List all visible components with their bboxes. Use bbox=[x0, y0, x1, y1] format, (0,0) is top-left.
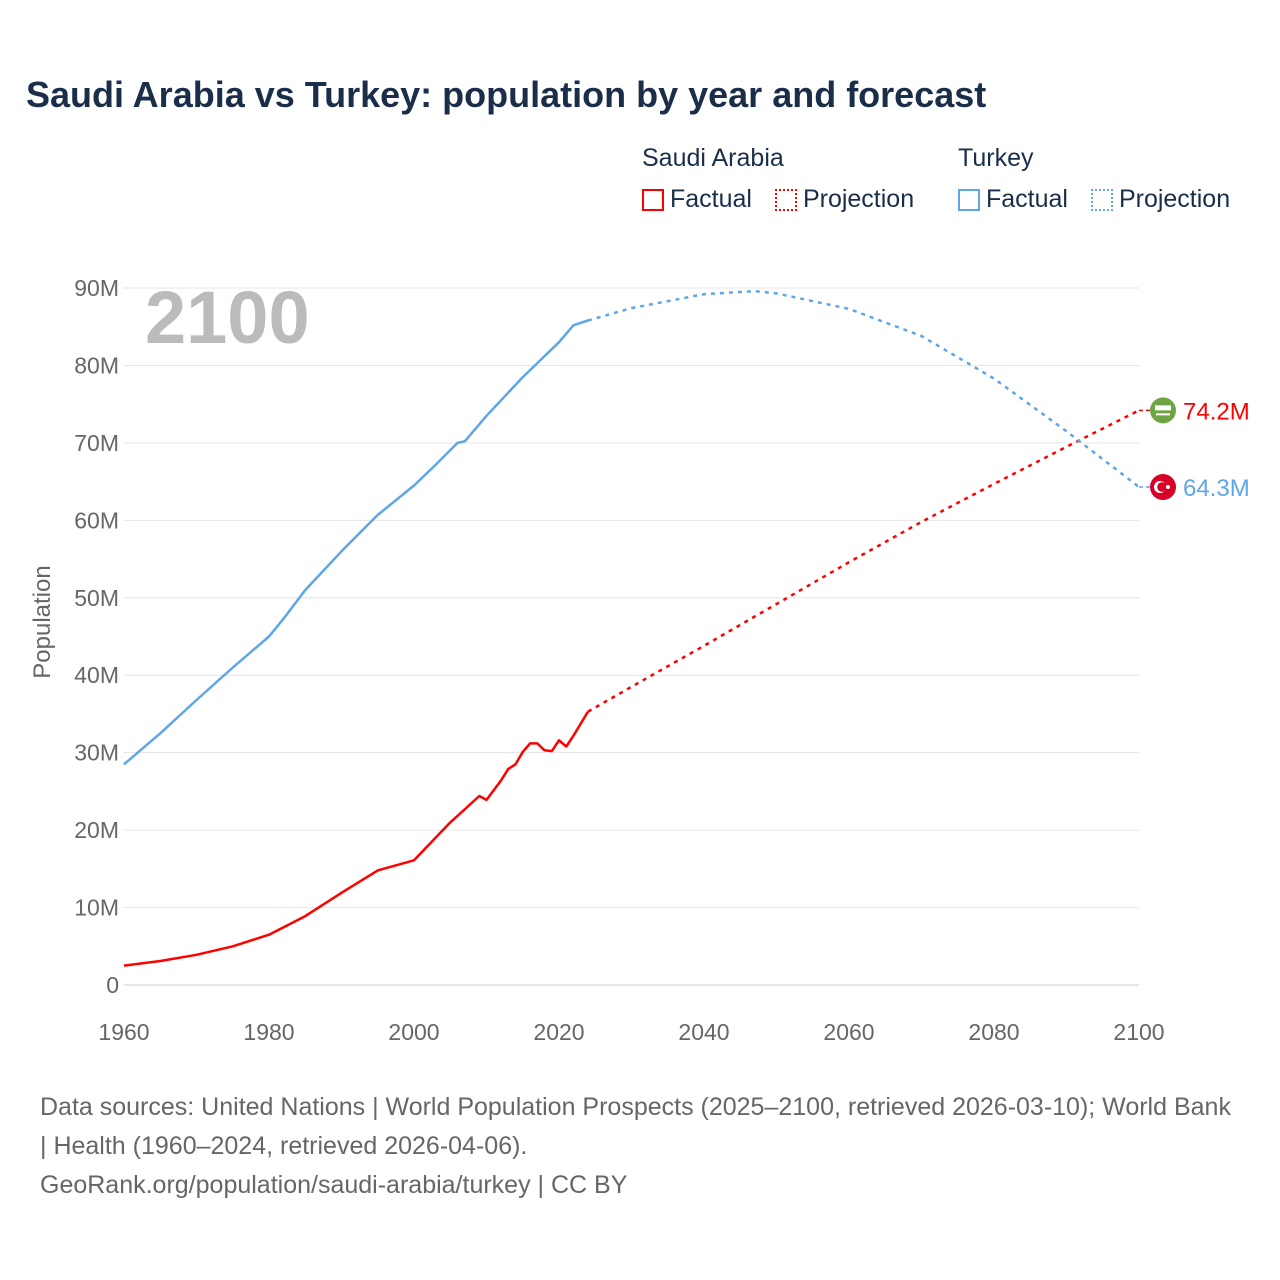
y-tick-label: 40M bbox=[74, 662, 119, 688]
y-tick-label: 20M bbox=[74, 817, 119, 843]
plot-area: 0 10M 20M 30M 40M 50M 60M 70M 80M 90M 1960 1980 2000… bbox=[29, 275, 1250, 1045]
y-tick-label: 90M bbox=[74, 275, 119, 301]
end-value-label: 74.2M bbox=[1183, 398, 1250, 425]
legend-item-factual[interactable]: Factual bbox=[958, 185, 1068, 214]
x-tick-label: 1960 bbox=[98, 1019, 149, 1045]
legend-saudi-arabia: Saudi Arabia Factual Projection bbox=[642, 144, 930, 218]
footer: Data sources: United Nations | World Pop… bbox=[40, 1088, 1240, 1205]
legend-label: Factual bbox=[986, 185, 1068, 213]
x-tick-label: 2020 bbox=[533, 1019, 584, 1045]
y-tick-label: 10M bbox=[74, 895, 119, 921]
x-tick-label: 2060 bbox=[823, 1019, 874, 1045]
solid-swatch-icon bbox=[958, 188, 980, 211]
line-turkey-projection bbox=[587, 289, 1140, 488]
y-axis-label: Population bbox=[29, 565, 56, 678]
dotted-swatch-icon bbox=[774, 188, 797, 211]
y-tick-label: 70M bbox=[74, 430, 119, 456]
y-tick-label: 50M bbox=[74, 585, 119, 611]
credit-link[interactable]: GeoRank.org/population/saudi-arabia/turk… bbox=[40, 1171, 628, 1199]
legend-item-factual[interactable]: Factual bbox=[642, 185, 752, 214]
x-tick-label: 2080 bbox=[968, 1019, 1019, 1045]
y-tick-label: 0 bbox=[106, 972, 119, 998]
year-label: 2100 bbox=[145, 276, 310, 359]
flag-crescent-cut bbox=[1157, 482, 1167, 492]
line-saudi-arabia-projection bbox=[587, 409, 1140, 713]
y-tick-label: 80M bbox=[74, 352, 119, 378]
y-tick-label: 30M bbox=[74, 740, 119, 766]
legend-item-projection[interactable]: Projection bbox=[1090, 185, 1231, 214]
line-saudi-arabia-factual bbox=[123, 710, 590, 967]
flag-script bbox=[1155, 405, 1171, 411]
legend-item-projection[interactable]: Projection bbox=[774, 185, 915, 214]
x-tick-label: 2000 bbox=[388, 1019, 439, 1045]
legend-group-title: Saudi Arabia bbox=[642, 144, 784, 172]
solid-swatch-icon bbox=[642, 188, 664, 211]
x-tick-label: 1980 bbox=[243, 1019, 294, 1045]
x-tick-label: 2100 bbox=[1113, 1019, 1164, 1045]
line-turkey-factual bbox=[123, 319, 589, 766]
x-tick-label: 2040 bbox=[678, 1019, 729, 1045]
legend-group-title: Turkey bbox=[958, 144, 1034, 172]
chart-title: Saudi Arabia vs Turkey: population by ye… bbox=[26, 74, 987, 115]
legend-label: Projection bbox=[1118, 185, 1231, 213]
y-tick-label: 60M bbox=[74, 507, 119, 533]
legend-label: Projection bbox=[802, 185, 915, 213]
end-value-label: 64.3M bbox=[1183, 475, 1250, 502]
flag-star bbox=[1166, 485, 1170, 490]
legend-turkey: Turkey Factual Projection bbox=[958, 144, 1230, 218]
data-sources: Data sources: United Nations | World Pop… bbox=[40, 1093, 1231, 1160]
dotted-swatch-icon bbox=[1090, 188, 1113, 211]
legend-label: Factual bbox=[670, 185, 752, 213]
flag-sword bbox=[1156, 413, 1170, 416]
